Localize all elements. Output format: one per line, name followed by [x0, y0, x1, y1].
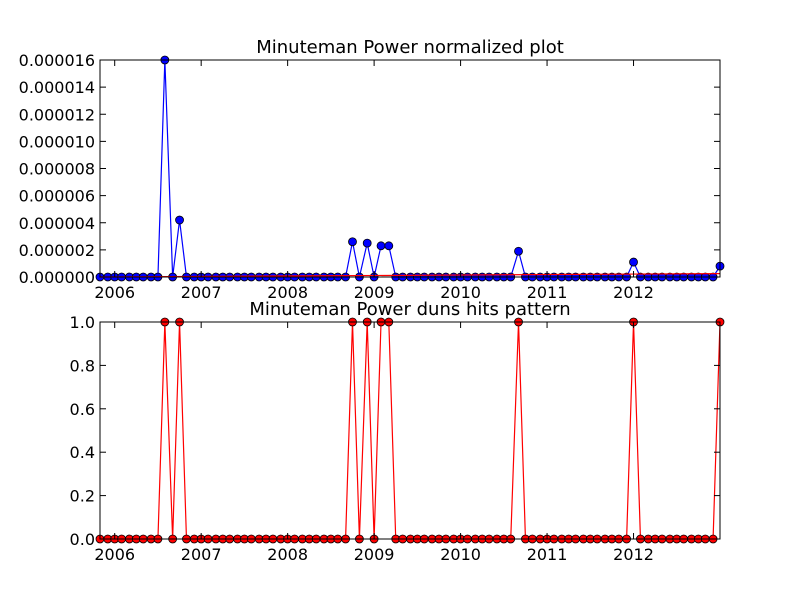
bottom-y-tick-label: 0.2 — [70, 487, 95, 506]
top-chart: Minuteman Power normalized plot 2006 2007… — [19, 37, 725, 302]
top-x-tick-label: 2009 — [354, 283, 395, 302]
top-x-tick-label: 2012 — [613, 283, 654, 302]
top-y-tick-label: 0.000004 — [19, 214, 95, 233]
bottom-y-tick-label: 0.0 — [70, 530, 95, 549]
top-data-point — [362, 238, 372, 248]
bottom-x-tick-label: 2008 — [267, 545, 308, 564]
bottom-x-tick-label: 2006 — [94, 545, 135, 564]
bottom-y-tick-label: 0.8 — [70, 356, 95, 375]
bottom-axes-frame — [99, 321, 721, 540]
bottom-x-tick-label: 2009 — [354, 545, 395, 564]
bottom-chart: Minuteman Power duns hits pattern 2006 20… — [70, 299, 725, 564]
bottom-plot-layer — [95, 317, 725, 544]
top-data-point — [384, 241, 394, 251]
top-ticks-layer: 2006 2007 2008 2009 2010 2011 2012 0.000000 0.00… — [19, 51, 720, 302]
top-plot-layer — [95, 55, 725, 282]
bottom-y-tick-label: 0.4 — [70, 443, 95, 462]
top-y-tick-label: 0.000010 — [19, 132, 95, 151]
top-y-tick-label: 0.000012 — [19, 105, 95, 124]
top-data-point — [629, 257, 638, 267]
top-x-tick-label: 2010 — [440, 283, 481, 302]
bottom-y-tick-label: 0.6 — [70, 400, 95, 419]
top-x-tick-label: 2006 — [94, 283, 135, 302]
top-chart-title: Minuteman Power normalized plot — [256, 37, 564, 58]
top-data-point — [348, 237, 357, 247]
top-x-tick-label: 2011 — [527, 283, 568, 302]
bottom-chart-title: Minuteman Power duns hits pattern — [249, 299, 570, 320]
top-y-tick-label: 0.000016 — [19, 51, 95, 70]
top-y-tick-label: 0.000014 — [19, 78, 95, 97]
top-data-point — [514, 246, 523, 256]
top-baseline-line — [99, 273, 721, 278]
top-axes-frame — [99, 59, 721, 278]
bottom-x-tick-label: 2010 — [440, 545, 481, 564]
top-y-tick-label: 0.000002 — [19, 241, 95, 260]
top-y-tick-label: 0.000000 — [19, 268, 95, 287]
bottom-x-tick-label: 2007 — [181, 545, 222, 564]
bottom-series-line — [100, 321, 721, 540]
top-y-tick-label: 0.000008 — [19, 160, 95, 179]
bottom-y-tick-label: 1.0 — [70, 313, 95, 332]
top-x-tick-label: 2008 — [267, 283, 308, 302]
bottom-x-tick-label: 2012 — [613, 545, 654, 564]
bottom-ticks-layer: 2006 2007 2008 2009 2010 2011 2012 0.0 0.2 0.4 0.6… — [70, 313, 720, 564]
bottom-x-tick-label: 2011 — [527, 545, 568, 564]
top-data-point — [376, 241, 386, 251]
top-x-tick-label: 2007 — [181, 283, 222, 302]
top-data-point — [175, 215, 184, 225]
top-y-tick-label: 0.000006 — [19, 187, 95, 206]
top-series-line — [100, 59, 721, 278]
